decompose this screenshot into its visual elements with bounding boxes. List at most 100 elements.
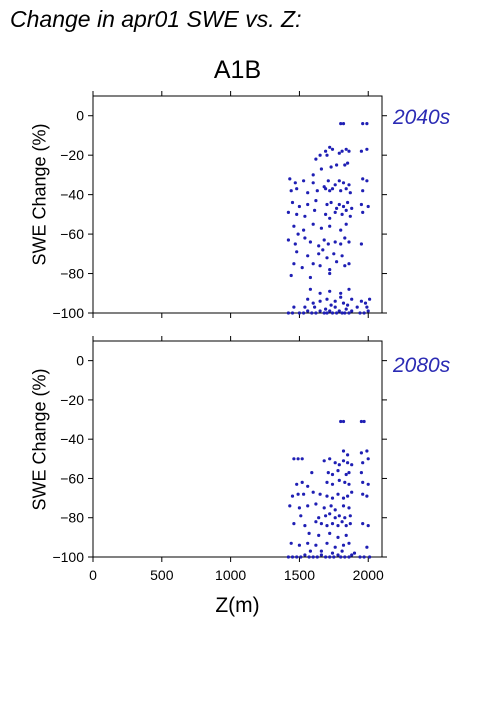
data-point [340, 149, 344, 153]
data-point [299, 514, 303, 518]
panel-label-2040s: 2040s [393, 106, 451, 129]
data-point [350, 297, 354, 301]
data-point [363, 301, 368, 305]
data-point [318, 291, 322, 295]
data-point [302, 228, 306, 232]
data-point [306, 541, 310, 545]
data-point [358, 311, 362, 315]
data-point [286, 210, 290, 214]
data-point [347, 482, 351, 486]
data-point [307, 531, 311, 536]
data-point [303, 214, 307, 218]
data-point [306, 202, 310, 207]
data-point [335, 311, 339, 315]
data-point [365, 305, 369, 309]
y-tick-label: −80 [60, 510, 84, 526]
data-point [303, 236, 307, 240]
data-point [300, 266, 304, 270]
x-tick-label: 500 [150, 567, 174, 583]
data-point [290, 200, 295, 205]
data-point [292, 457, 296, 461]
plot-frame-2040s [92, 95, 383, 314]
data-point [332, 252, 336, 256]
data-point [333, 516, 337, 520]
data-point [324, 307, 328, 311]
data-point [341, 543, 346, 547]
data-point [328, 555, 332, 559]
data-point [306, 254, 310, 258]
data-point [329, 303, 333, 307]
data-point [324, 149, 328, 153]
data-point [362, 419, 366, 424]
data-point [328, 271, 332, 276]
data-point [292, 305, 296, 309]
x-axis-label: Z(m) [215, 594, 260, 617]
data-point [348, 514, 352, 518]
data-point [340, 254, 344, 258]
data-point [341, 419, 346, 424]
data-point [344, 187, 348, 191]
data-point [350, 490, 354, 494]
data-point [359, 242, 363, 246]
data-point [318, 299, 322, 303]
data-point [322, 459, 326, 463]
data-point [337, 202, 341, 207]
data-point [306, 191, 310, 195]
data-point [328, 512, 332, 516]
data-point [330, 522, 335, 526]
data-point [330, 482, 335, 486]
data-point [333, 210, 337, 214]
data-point [339, 419, 343, 424]
data-point [350, 553, 354, 557]
data-point [335, 163, 339, 167]
data-point [328, 145, 332, 149]
data-point [366, 524, 370, 528]
data-point [290, 494, 295, 498]
data-point [341, 301, 346, 305]
y-axis-label-top: SWE Change (%) [29, 123, 50, 266]
y-tick-label: −60 [60, 470, 84, 486]
data-point [346, 453, 350, 457]
data-point [311, 490, 315, 494]
data-point [328, 309, 332, 313]
data-point [343, 555, 347, 559]
data-point [314, 543, 318, 547]
data-point [322, 506, 326, 510]
data-point [365, 494, 369, 498]
data-point [328, 531, 332, 536]
data-point [325, 153, 329, 157]
data-point [344, 307, 348, 311]
data-point [339, 122, 343, 126]
data-point [368, 555, 372, 559]
data-point [289, 273, 293, 278]
data-point [292, 224, 296, 228]
data-point [313, 208, 317, 212]
data-point [330, 551, 335, 555]
data-point [293, 242, 297, 246]
data-point [341, 504, 346, 508]
data-point [311, 181, 315, 185]
data-point [336, 492, 340, 496]
data-point [347, 240, 351, 244]
data-point [341, 496, 346, 500]
data-point [337, 179, 341, 183]
data-point [319, 549, 323, 553]
data-point [299, 555, 303, 559]
data-point [340, 212, 344, 216]
data-point [361, 210, 365, 214]
panel-label-2080s: 2080s [393, 354, 451, 377]
data-point [290, 555, 295, 559]
data-point [359, 202, 363, 207]
data-point [346, 200, 350, 205]
data-point [322, 311, 326, 315]
data-point [341, 181, 346, 185]
y-tick-label: −20 [60, 147, 84, 163]
data-point [295, 187, 299, 191]
data-point [365, 122, 369, 126]
data-point [311, 262, 315, 266]
data-point [325, 541, 329, 545]
data-point [317, 533, 321, 538]
data-point [366, 309, 370, 313]
data-point [365, 179, 369, 183]
